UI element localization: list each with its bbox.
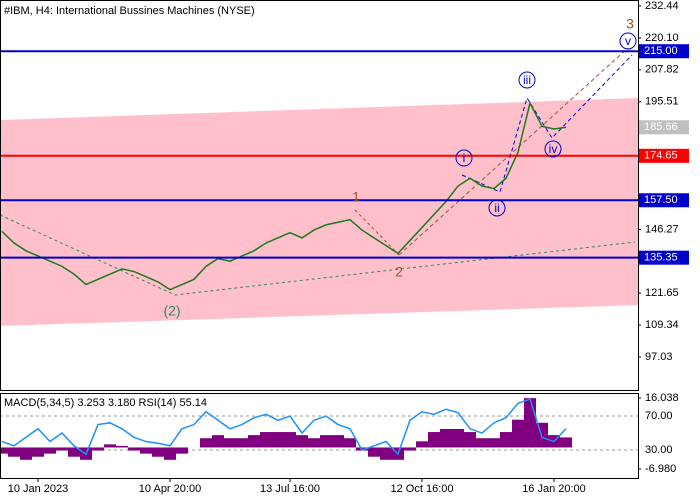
macd-bar [272, 432, 284, 448]
y-tick-label: 207.82 [645, 64, 679, 76]
macd-bar [380, 447, 392, 460]
wave-label: ii [494, 201, 499, 215]
level-label-bg [639, 44, 689, 59]
x-tick-label: 13 Jul 16:00 [260, 483, 320, 495]
wave-circle [455, 149, 473, 167]
chart-title: #IBM, H4: International Bussines Machine… [4, 5, 255, 17]
wave-label: v [625, 34, 631, 48]
wave-label: 3 [626, 16, 634, 32]
wave-line [461, 54, 633, 193]
rsi-line [1, 398, 567, 456]
macd-bar [416, 441, 428, 448]
macd-bar [200, 438, 212, 448]
macd-bar [248, 435, 260, 448]
y-tick-label: 146.27 [645, 223, 679, 235]
y-tick-label: -6.980 [645, 463, 676, 475]
level-label: 135.35 [644, 252, 678, 264]
y-tick-label: 232.44 [645, 0, 679, 12]
price-label-bg [639, 120, 689, 135]
macd-bar [524, 398, 536, 448]
macd-bar [152, 447, 164, 457]
macd-bar [128, 447, 140, 451]
wave-line [354, 209, 400, 256]
y-tick-label: 97.03 [645, 351, 673, 363]
wave-circle [544, 140, 562, 158]
price-line [1, 100, 567, 291]
y-tick-label: 109.34 [645, 319, 679, 331]
y2-tick-label: 70.00 [645, 410, 673, 422]
indicator-frame [0, 393, 639, 479]
macd-bar [0, 447, 8, 454]
y-tick-label: 220.10 [645, 32, 679, 44]
macd-bar [56, 447, 68, 451]
wave-label: 1 [352, 189, 360, 205]
macd-bar [32, 447, 44, 457]
main-frame [0, 0, 639, 391]
macd-bar [560, 437, 572, 448]
wave-label: (2) [163, 303, 180, 319]
wave-circle [619, 32, 637, 50]
macd-bar [296, 435, 308, 448]
price-channel [0, 98, 638, 326]
macd-bar [224, 438, 236, 448]
price-label: 185.66 [644, 121, 678, 133]
macd-bar [308, 438, 320, 448]
macd-bar [488, 438, 500, 448]
macd-bar [332, 435, 344, 448]
macd-bar [20, 447, 32, 460]
wave-label: iii [523, 73, 531, 87]
macd-bar [284, 432, 296, 448]
macd-bar [368, 447, 380, 457]
wave-line [398, 47, 629, 256]
macd-bar [8, 447, 20, 457]
indicator-title: MACD(5,34,5) 3.253 3.180 RSI(14) 55.14 [4, 397, 207, 409]
macd-bar [260, 432, 272, 448]
level-label: 215.00 [644, 45, 678, 57]
macd-bar [452, 428, 464, 448]
wave-label: i [463, 151, 466, 165]
y-tick-label: 16.038 [645, 392, 679, 404]
wave-circle [518, 71, 536, 89]
macd-bar [176, 447, 188, 454]
macd-bar [164, 447, 176, 460]
macd-bar [236, 438, 248, 448]
macd-bar [440, 428, 452, 448]
macd-bar [428, 432, 440, 448]
macd-bar [104, 444, 116, 448]
level-label: 174.65 [644, 150, 678, 162]
y-tick-label: 195.51 [645, 96, 679, 108]
macd-bar [476, 438, 488, 448]
macd-bar [116, 445, 128, 448]
macd-bar [512, 419, 524, 448]
y2-tick-label: 30.00 [645, 444, 673, 456]
x-tick-label: 10 Apr 20:00 [139, 483, 201, 495]
macd-bar [404, 447, 416, 451]
macd-bar [464, 432, 476, 448]
y-tick-label: 121.65 [645, 287, 679, 299]
wave-label: 2 [395, 264, 403, 280]
macd-bar [212, 435, 224, 448]
x-tick-label: 10 Jan 2023 [8, 483, 69, 495]
macd-bar [500, 432, 512, 448]
wave-label: iv [549, 142, 558, 156]
wave-line [0, 214, 636, 296]
level-label-bg [639, 148, 689, 163]
macd-bar [320, 435, 332, 448]
macd-bar [68, 447, 80, 457]
x-tick-label: 12 Oct 16:00 [391, 483, 454, 495]
level-label-bg [639, 250, 689, 265]
macd-bar [344, 438, 356, 448]
macd-bar [44, 447, 56, 454]
macd-bar [140, 447, 152, 454]
macd-bar [92, 447, 104, 451]
level-label: 157.50 [644, 194, 678, 206]
x-tick-label: 16 Jan 20:00 [522, 483, 586, 495]
level-label-bg [639, 193, 689, 208]
wave-circle [488, 199, 506, 217]
